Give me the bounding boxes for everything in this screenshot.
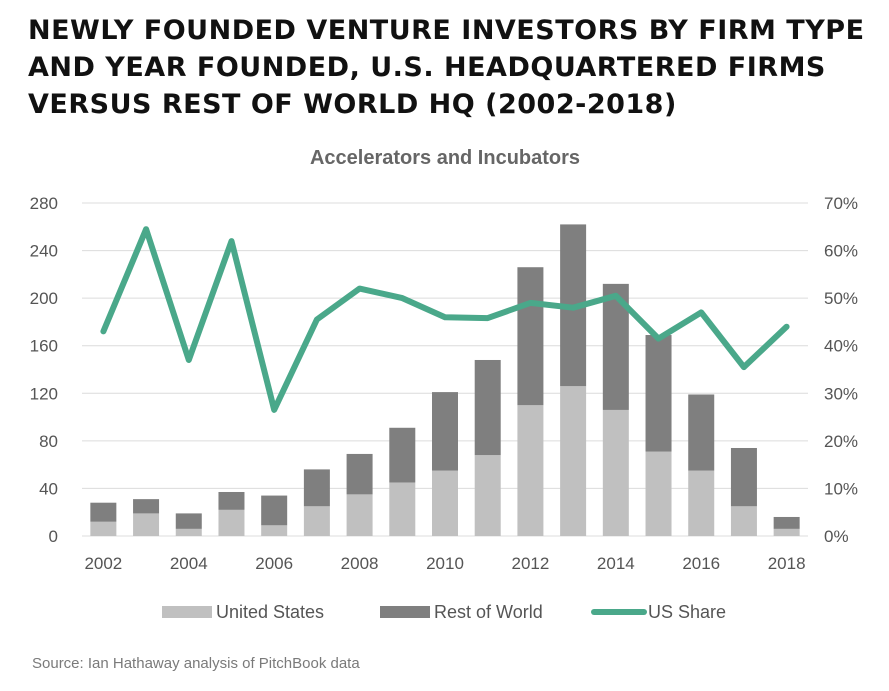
us-share-point: [357, 286, 363, 292]
bar-united-states: [90, 521, 117, 536]
bar-united-states: [303, 506, 330, 536]
us-share-point: [656, 336, 662, 342]
x-axis-tick-label: 2006: [255, 554, 293, 573]
right-axis-tick-label: 40%: [824, 337, 858, 356]
x-axis-tick-label: 2018: [768, 554, 806, 573]
bar-rest-of-world: [175, 513, 202, 529]
legend-label-rest-of-world: Rest of World: [434, 602, 543, 622]
bar-united-states: [560, 386, 587, 536]
chart-title: Accelerators and Incubators: [310, 147, 580, 169]
bar-rest-of-world: [645, 335, 672, 452]
legend-label-us-share: US Share: [648, 602, 726, 622]
us-share-point: [485, 315, 491, 321]
bar-united-states: [175, 528, 202, 536]
left-axis-tick-label: 0: [49, 527, 58, 546]
left-axis-tick-label: 280: [30, 194, 58, 213]
us-share-point: [442, 314, 448, 320]
left-axis-tick-label: 120: [30, 384, 58, 403]
right-axis-tick-label: 0%: [824, 527, 849, 546]
chart: Accelerators and Incubators 0 40 80 120 160 2…: [30, 147, 858, 622]
bar-united-states: [389, 482, 416, 536]
legend: United States Rest of World US Share: [162, 602, 726, 622]
right-axis-tick-label: 10%: [824, 479, 858, 498]
right-axis-tick-label: 20%: [824, 432, 858, 451]
x-axis-tick-label: 2010: [426, 554, 464, 573]
legend-swatch-rest-of-world: [380, 606, 430, 618]
x-axis-tick-label: 2004: [170, 554, 208, 573]
right-axis-tick-label: 70%: [824, 194, 858, 213]
bar-united-states: [432, 470, 458, 536]
us-share-point: [698, 309, 704, 315]
us-share-line: [100, 226, 790, 413]
bar-united-states: [261, 525, 288, 536]
us-share-point: [570, 305, 576, 311]
x-axis-labels: 2002 2004 2006 2008 2010 2012 2014 2016 2018: [84, 554, 805, 573]
left-axis-labels: 0 40 80 120 160 200 240 280: [30, 194, 58, 546]
bar-rest-of-world: [218, 491, 245, 510]
bar-united-states: [474, 455, 501, 536]
x-axis-tick-label: 2008: [341, 554, 379, 573]
bar-rest-of-world: [730, 447, 757, 507]
left-axis-tick-label: 80: [39, 432, 58, 451]
source-note: Source: Ian Hathaway analysis of PitchBo…: [32, 655, 360, 672]
us-share-point: [741, 364, 747, 370]
bars: [90, 224, 800, 536]
bar-rest-of-world: [688, 394, 715, 471]
bar-rest-of-world: [133, 499, 160, 514]
us-share-point: [100, 328, 106, 334]
us-share-point: [143, 226, 149, 232]
bar-rest-of-world: [432, 392, 458, 471]
bar-united-states: [346, 494, 373, 536]
right-axis-tick-label: 50%: [824, 289, 858, 308]
x-axis-tick-label: 2014: [597, 554, 635, 573]
bar-rest-of-world: [517, 267, 544, 406]
right-axis-labels: 0% 10% 20% 30% 40% 50% 60% 70%: [824, 194, 858, 546]
bar-united-states: [688, 470, 715, 536]
page-title: NEWLY FOUNDED VENTURE INVESTORS BY FIRM …: [28, 15, 865, 120]
bar-united-states: [517, 405, 544, 536]
bar-united-states: [133, 513, 160, 536]
right-axis-tick-label: 30%: [824, 384, 858, 403]
right-axis-tick-label: 60%: [824, 242, 858, 261]
left-axis-tick-label: 240: [30, 242, 58, 261]
bar-united-states: [645, 451, 672, 536]
bar-rest-of-world: [261, 495, 288, 526]
bar-rest-of-world: [346, 453, 373, 495]
left-axis-tick-label: 200: [30, 289, 58, 308]
left-axis-tick-label: 160: [30, 337, 58, 356]
us-share-point: [784, 324, 790, 330]
left-axis-tick-label: 40: [39, 479, 58, 498]
bar-rest-of-world: [90, 502, 117, 522]
bar-rest-of-world: [389, 427, 416, 483]
us-share-point: [527, 300, 533, 306]
bar-rest-of-world: [303, 469, 330, 507]
legend-swatch-united-states: [162, 606, 212, 618]
us-share-point: [314, 317, 320, 323]
bar-united-states: [602, 409, 629, 536]
bar-united-states: [218, 509, 245, 536]
us-share-point: [228, 238, 234, 244]
bar-united-states: [773, 528, 800, 536]
bar-rest-of-world: [773, 516, 800, 529]
bar-united-states: [730, 506, 757, 536]
bar-rest-of-world: [474, 359, 501, 456]
x-axis-tick-label: 2016: [682, 554, 720, 573]
us-share-point: [399, 295, 405, 301]
legend-label-united-states: United States: [216, 602, 324, 622]
x-axis-tick-label: 2012: [511, 554, 549, 573]
us-share-point: [613, 293, 619, 299]
us-share-point: [186, 357, 192, 363]
us-share-point: [271, 407, 277, 413]
x-axis-tick-label: 2002: [84, 554, 122, 573]
